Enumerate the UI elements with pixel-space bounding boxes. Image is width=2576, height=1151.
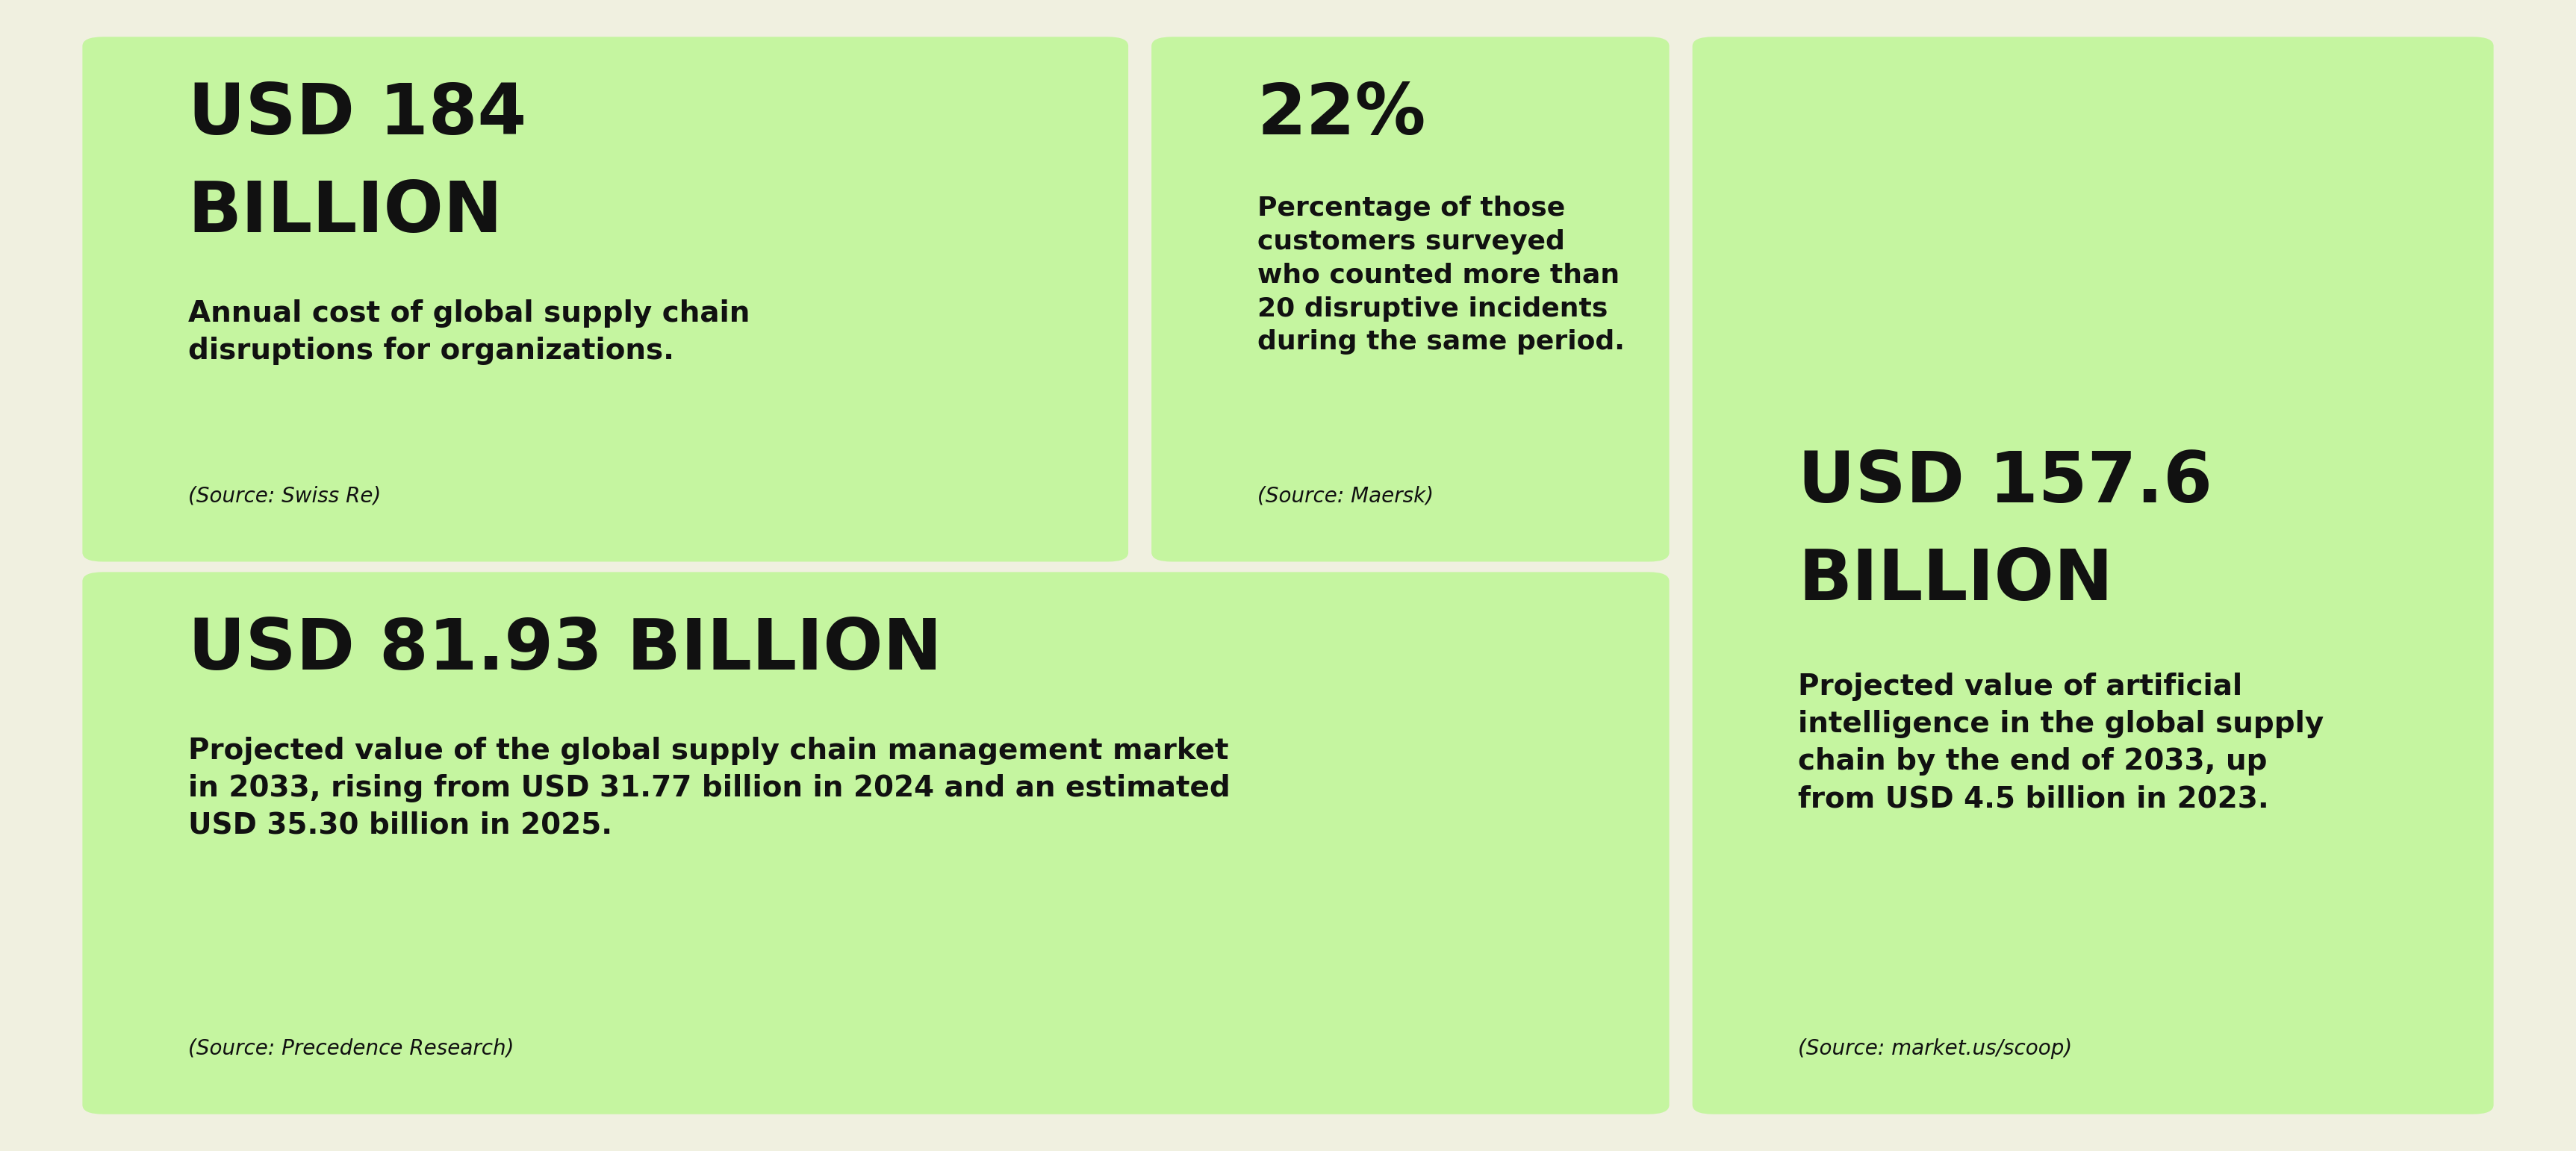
Text: (Source: market.us/scoop): (Source: market.us/scoop): [1798, 1038, 2071, 1059]
Text: (Source: Swiss Re): (Source: Swiss Re): [188, 486, 381, 506]
Text: Projected value of artificial
intelligence in the global supply
chain by the end: Projected value of artificial intelligen…: [1798, 673, 2324, 814]
Text: (Source: Precedence Research): (Source: Precedence Research): [188, 1038, 515, 1059]
Text: Annual cost of global supply chain
disruptions for organizations.: Annual cost of global supply chain disru…: [188, 299, 750, 365]
FancyBboxPatch shape: [1692, 37, 2494, 1114]
FancyBboxPatch shape: [82, 572, 1669, 1114]
Text: USD 184: USD 184: [188, 81, 526, 150]
Text: USD 81.93 BILLION: USD 81.93 BILLION: [188, 616, 943, 685]
Text: BILLION: BILLION: [1798, 547, 2112, 615]
FancyBboxPatch shape: [1151, 37, 1669, 562]
Text: BILLION: BILLION: [188, 178, 502, 247]
Text: (Source: Maersk): (Source: Maersk): [1257, 486, 1432, 506]
Text: Projected value of the global supply chain management market
in 2033, rising fro: Projected value of the global supply cha…: [188, 737, 1231, 839]
Text: Percentage of those
customers surveyed
who counted more than
20 disruptive incid: Percentage of those customers surveyed w…: [1257, 196, 1625, 355]
FancyBboxPatch shape: [82, 37, 1128, 562]
Text: 22%: 22%: [1257, 81, 1427, 150]
Text: USD 157.6: USD 157.6: [1798, 449, 2213, 517]
